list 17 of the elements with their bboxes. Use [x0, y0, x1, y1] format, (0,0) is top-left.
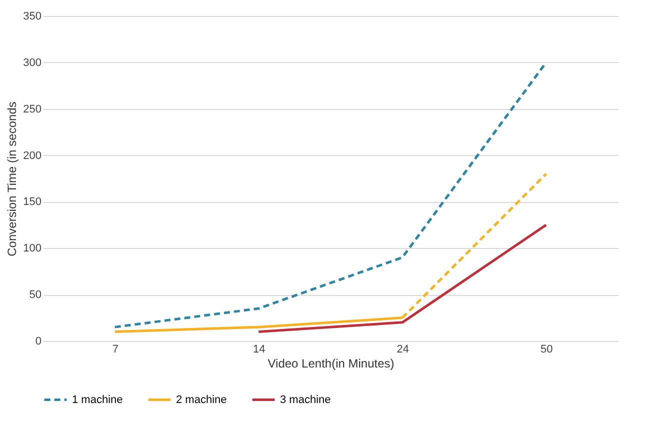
y-tick-label: 200 [23, 150, 42, 162]
y-tick-label: 250 [23, 103, 42, 116]
y-tick-label: 150 [23, 196, 42, 208]
x-axis-title: Video Lenth(in Minutes) [268, 356, 394, 370]
y-tick-label: 300 [23, 56, 42, 69]
x-tick-label: 14 [253, 344, 266, 356]
y-tick-label: 100 [23, 242, 42, 255]
y-tick-label: 350 [23, 10, 42, 22]
x-tick-label: 7 [112, 344, 118, 356]
y-axis-title: Conversion Time (in seconds [5, 102, 20, 256]
x-tick-label: 24 [396, 344, 409, 356]
legend-label: 1 machine [72, 394, 123, 406]
legend-label: 3 machine [280, 394, 331, 406]
y-tick-label: 0 [35, 336, 42, 348]
y-tick-label: 50 [29, 289, 42, 302]
legend-label: 2 machine [176, 394, 227, 406]
x-tick-label: 50 [540, 344, 553, 356]
